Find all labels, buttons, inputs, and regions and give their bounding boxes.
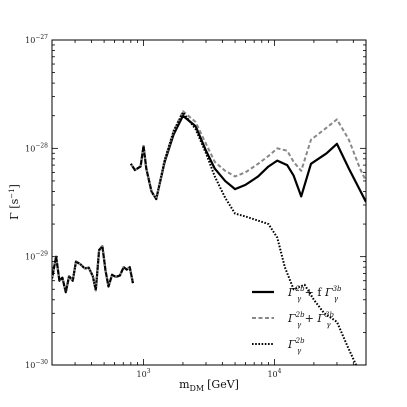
y-axis-label: Γ [s−1] bbox=[8, 184, 21, 220]
tick-layer: 10−30 10−29 10−28 10−27 103 104 bbox=[25, 34, 367, 379]
series-layer bbox=[52, 110, 366, 365]
x-tick-label: 103 bbox=[137, 368, 151, 379]
x-axis-label: mDM [GeV] bbox=[179, 378, 239, 393]
series-line-dashed-segment-2 bbox=[130, 110, 366, 201]
y-tick-label: 10−27 bbox=[25, 34, 48, 45]
series-line-solid-segment-2 bbox=[129, 114, 366, 203]
series-line-dotted-segment-2 bbox=[130, 111, 357, 365]
y-tick-label: 10−29 bbox=[25, 251, 48, 262]
series-line-dotted-segment-1 bbox=[52, 245, 134, 294]
x-tick-label: 104 bbox=[267, 368, 281, 379]
y-tick-label: 10−30 bbox=[25, 359, 48, 370]
y-tick-label: 10−28 bbox=[25, 142, 48, 153]
plot-frame bbox=[51, 39, 367, 366]
